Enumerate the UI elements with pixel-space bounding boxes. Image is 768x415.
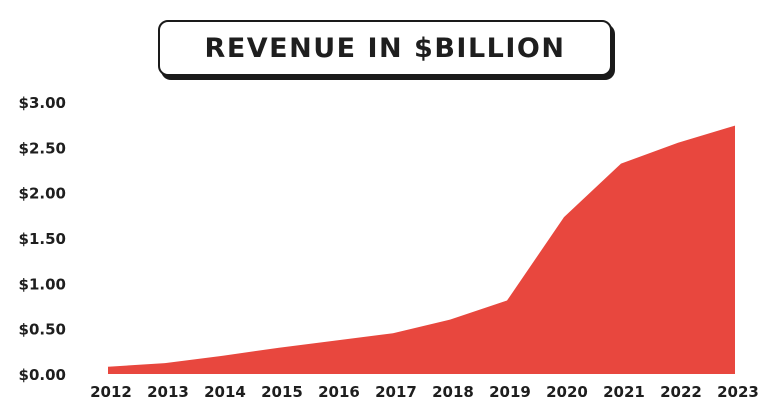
x-tick-label: 2023: [717, 383, 759, 401]
y-tick-label: $2.00: [19, 185, 66, 203]
y-tick-label: $0.00: [19, 366, 66, 384]
chart-title-box: REVENUE IN $BILLION: [158, 20, 612, 76]
x-tick-label: 2021: [603, 383, 645, 401]
y-tick-label: $1.00: [19, 275, 66, 293]
chart-title: REVENUE IN $BILLION: [204, 32, 566, 64]
x-tick-label: 2020: [546, 383, 588, 401]
y-tick-label: $3.00: [19, 94, 66, 112]
y-tick-label: $1.50: [19, 230, 66, 248]
x-tick-label: 2014: [204, 383, 246, 401]
x-tick-label: 2019: [489, 383, 531, 401]
y-tick-label: $0.50: [19, 321, 66, 339]
x-tick-label: 2016: [318, 383, 360, 401]
x-tick-label: 2012: [90, 383, 132, 401]
y-tick-label: $2.50: [19, 139, 66, 157]
x-tick-label: 2013: [147, 383, 189, 401]
x-tick-label: 2018: [432, 383, 474, 401]
x-tick-label: 2015: [261, 383, 303, 401]
x-tick-label: 2022: [660, 383, 702, 401]
x-tick-label: 2017: [375, 383, 417, 401]
revenue-area: [108, 125, 735, 374]
